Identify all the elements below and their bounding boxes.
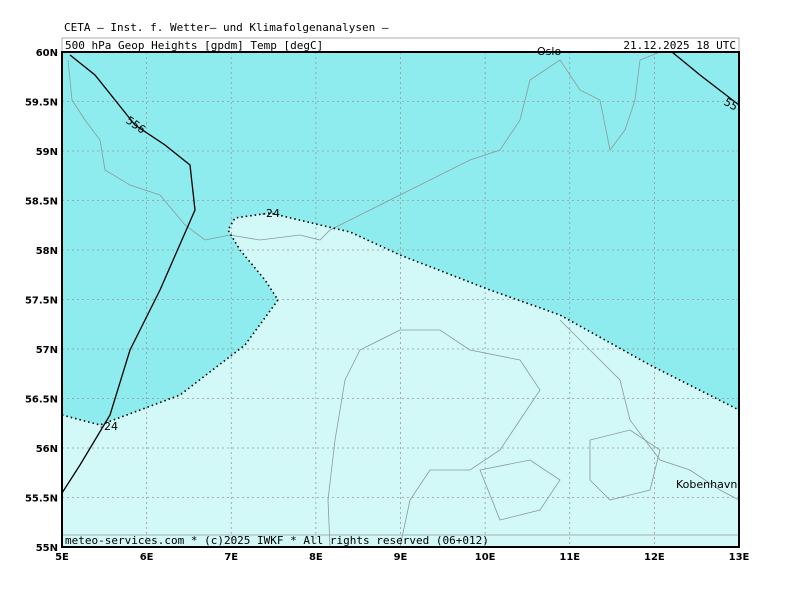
- lon-label: 12E: [644, 552, 665, 563]
- lat-label: 60N: [36, 48, 58, 59]
- lat-label: 55.5N: [25, 494, 58, 505]
- lon-label: 9E: [394, 552, 408, 563]
- lat-label: 56N: [36, 444, 58, 455]
- lon-label: 7E: [224, 552, 238, 563]
- lat-label: 55N: [36, 543, 58, 554]
- lat-label: 59.5N: [25, 98, 58, 109]
- lat-label: 57.5N: [25, 296, 58, 307]
- lon-label: 10E: [475, 552, 496, 563]
- lat-label: 56.5N: [25, 395, 58, 406]
- coastlines: [67, 51, 740, 548]
- lat-label: 57N: [36, 345, 58, 356]
- contour-label: -24: [100, 420, 118, 433]
- map-frame: [61, 51, 740, 548]
- height-contour: [61, 54, 196, 494]
- lon-label: 6E: [140, 552, 154, 563]
- contour-label: -24: [262, 207, 280, 220]
- contour-label: 55: [722, 95, 741, 113]
- height-contour: [671, 51, 740, 106]
- lon-label: 8E: [309, 552, 323, 563]
- lat-label: 59N: [36, 147, 58, 158]
- lat-label: 58.5N: [25, 197, 58, 208]
- place-label: Kobenhavn: [676, 478, 737, 491]
- plot: 556 55 -24 -24 Oslo Kobenhavn meteo-serv…: [61, 45, 741, 548]
- valid-time: 21.12.2025 18 UTC: [623, 39, 736, 52]
- lon-label: 11E: [559, 552, 580, 563]
- institute-title: CETA — Inst. f. Wetter— und Klimafolgena…: [64, 21, 389, 34]
- field-title: 500_hPa_Geop_Heights_[gpdm]_Temp_[degC]: [65, 39, 323, 52]
- lon-label: 13E: [729, 552, 750, 563]
- footer: meteo-services.com * (c)2025 IWKF * All …: [65, 534, 489, 547]
- lat-label: 58N: [36, 246, 58, 257]
- lon-label: 5E: [55, 552, 69, 563]
